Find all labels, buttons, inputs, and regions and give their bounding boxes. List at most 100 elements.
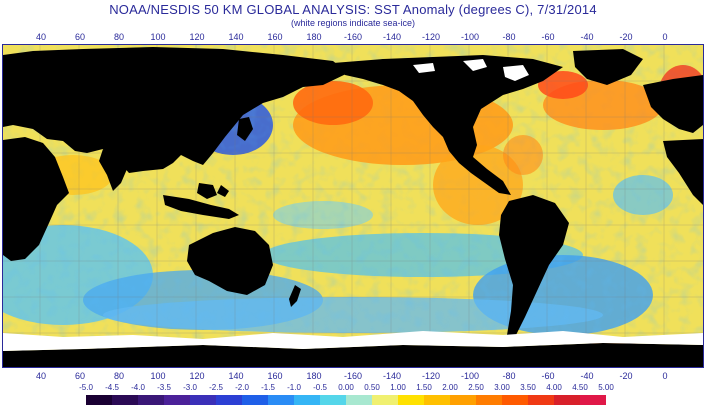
bottom-longitude-label: 180 (306, 371, 322, 381)
map-canvas (3, 45, 703, 367)
colorbar-tick-label: -1.0 (287, 383, 301, 392)
africa-west-landmass (663, 139, 703, 205)
antarctic-sea-ice (3, 331, 703, 351)
bottom-longitude-label: -140 (382, 371, 402, 381)
colorbar-swatch (164, 395, 190, 405)
colorbar-tick-label: -0.5 (313, 383, 327, 392)
colorbar-swatch (320, 395, 346, 405)
colorbar-tick-label: -4.5 (105, 383, 119, 392)
colorbar-swatch (398, 395, 424, 405)
colorbar-tick-label: -5.0 (79, 383, 93, 392)
top-longitude-label: -40 (580, 32, 594, 42)
sea-ice (3, 59, 703, 351)
colorbar-swatch (554, 395, 580, 405)
top-longitude-label: -140 (382, 32, 402, 42)
bottom-longitude-label: -40 (580, 371, 594, 381)
top-longitude-label: -60 (541, 32, 555, 42)
north-america-landmass (333, 55, 563, 195)
japan-landmass (237, 117, 253, 141)
bottom-longitude-label: -120 (421, 371, 441, 381)
bottom-longitude-label: 80 (113, 371, 125, 381)
top-longitude-label: -120 (421, 32, 441, 42)
top-longitude-label: 60 (74, 32, 86, 42)
colorbar-tick-label: -1.5 (261, 383, 275, 392)
colorbar-swatch (502, 395, 528, 405)
colorbar-swatch (138, 395, 164, 405)
colorbar-swatch (112, 395, 138, 405)
colorbar-swatch (294, 395, 320, 405)
australia-landmass (187, 227, 273, 295)
bottom-longitude-label: 160 (267, 371, 283, 381)
colorbar-tick-label: -3.5 (157, 383, 171, 392)
colorbar-tick-label: 4.50 (572, 383, 588, 392)
top-longitude-label: 40 (35, 32, 47, 42)
top-longitude-label: -20 (619, 32, 633, 42)
eurasia-landmass (3, 47, 348, 173)
map-title: NOAA/NESDIS 50 KM GLOBAL ANALYSIS: SST A… (109, 2, 597, 17)
map-subtitle: (white regions indicate sea-ice) (290, 18, 416, 28)
colorbar-swatch (268, 395, 294, 405)
new-zealand-landmass (289, 285, 301, 307)
colorbar-tick-label: 2.50 (468, 383, 484, 392)
colorbar-tick-label: 0.00 (338, 383, 354, 392)
sst-anomaly-map (2, 44, 704, 368)
top-longitude-label: 180 (306, 32, 322, 42)
bottom-longitude-label: -60 (541, 371, 555, 381)
colorbar-legend: -5.0 -4.5 -4.0 -3.5 -3.0 -2.5 -2.0 -1.5 -1.0 -0.5… (0, 383, 706, 406)
colorbar-tick-label: 3.00 (494, 383, 510, 392)
colorbar-swatch (450, 395, 476, 405)
south-america-landmass (499, 195, 569, 337)
colorbar-tick-label: 3.50 (520, 383, 536, 392)
greenland-landmass (573, 49, 643, 85)
colorbar-swatch (242, 395, 268, 405)
arctic-sea-ice-3 (413, 63, 435, 73)
top-longitude-label: -160 (343, 32, 363, 42)
colorbar-swatch (528, 395, 554, 405)
colorbar-tick-label: 1.00 (390, 383, 406, 392)
colorbar-swatch (424, 395, 450, 405)
colorbar-tick-label: 1.50 (416, 383, 432, 392)
colorbar-swatch (346, 395, 372, 405)
colorbar-swatch (580, 395, 606, 405)
antarctica-landmass (3, 343, 703, 367)
top-longitude-label: 100 (150, 32, 166, 42)
colorbar-tick-label: 0.50 (364, 383, 380, 392)
colorbar-tick-label: -3.0 (183, 383, 197, 392)
bottom-longitude-axis: 40 60 80 100 120 140 160 180 -160 -140 -120 -100 -80… (0, 371, 706, 383)
colorbar-tick-label: -2.5 (209, 383, 223, 392)
colorbar-swatch (372, 395, 398, 405)
bottom-longitude-label: -80 (502, 371, 516, 381)
india-landmass (99, 149, 127, 191)
arctic-sea-ice-1 (503, 65, 529, 81)
africa-landmass (3, 137, 69, 261)
bottom-longitude-label: 40 (35, 371, 47, 381)
colorbar-swatch (476, 395, 502, 405)
top-longitude-label: 160 (267, 32, 283, 42)
colorbar-swatch (86, 395, 112, 405)
indonesia-islands (163, 195, 239, 219)
colorbar-tick-label: -4.0 (131, 383, 145, 392)
bottom-longitude-label: 120 (189, 371, 205, 381)
bottom-longitude-label: -20 (619, 371, 633, 381)
top-longitude-label: 120 (189, 32, 205, 42)
bottom-longitude-label: 60 (74, 371, 86, 381)
top-longitude-label: -80 (502, 32, 516, 42)
arctic-sea-ice-2 (463, 59, 487, 71)
europe-landmass (643, 75, 703, 133)
bottom-longitude-label: 140 (228, 371, 244, 381)
top-longitude-label: 140 (228, 32, 244, 42)
colorbar-tick-label: 2.00 (442, 383, 458, 392)
colorbar-tick-label: 4.00 (546, 383, 562, 392)
land-masses (3, 47, 703, 367)
bottom-longitude-label: -100 (460, 371, 480, 381)
top-longitude-axis: 40 60 80 100 120 140 160 180 -160 -140 -120 -100 -80… (0, 32, 706, 44)
bottom-longitude-label: 100 (150, 371, 166, 381)
bottom-longitude-label: -160 (343, 371, 363, 381)
colorbar-swatch (216, 395, 242, 405)
colorbar-swatch (190, 395, 216, 405)
top-longitude-label: -100 (460, 32, 480, 42)
colorbar-tick-label: -2.0 (235, 383, 249, 392)
top-longitude-label: 80 (113, 32, 125, 42)
bottom-longitude-label: 0 (662, 371, 668, 381)
top-longitude-label: 0 (662, 32, 668, 42)
